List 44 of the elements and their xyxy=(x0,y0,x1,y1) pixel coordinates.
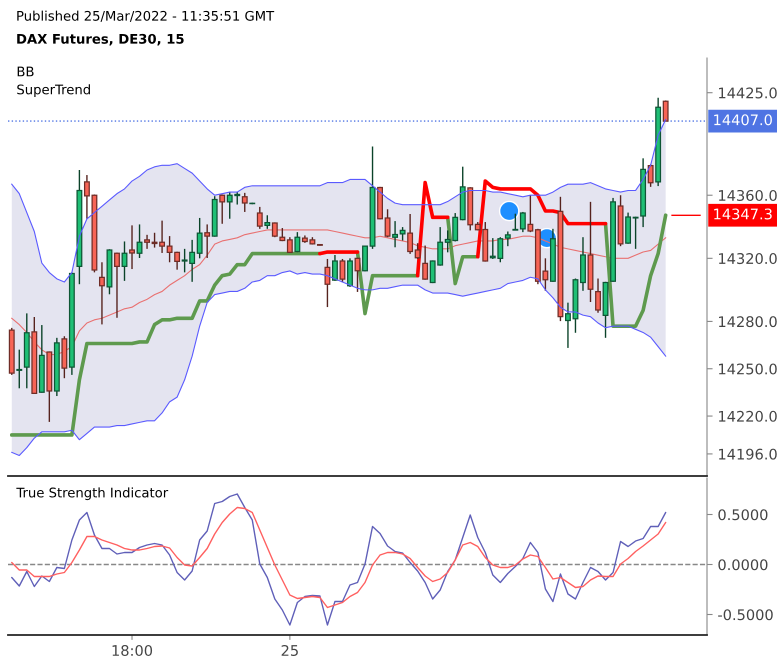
x-tick-label: 25 xyxy=(282,644,298,656)
candlestick xyxy=(452,212,458,242)
annotation: BB xyxy=(18,66,34,76)
candlestick xyxy=(324,258,330,308)
candlestick xyxy=(16,348,22,389)
candlestick xyxy=(595,278,601,314)
candlestick xyxy=(129,224,135,270)
candlestick xyxy=(226,191,233,220)
candlestick xyxy=(204,224,210,259)
annotation: SuperTrend xyxy=(17,84,90,97)
candlestick xyxy=(422,244,428,280)
candlestick xyxy=(234,191,240,206)
line-series xyxy=(11,118,666,283)
candlestick xyxy=(98,262,105,326)
candlestick xyxy=(136,224,142,259)
y-tick-label: 14360.0 xyxy=(719,190,777,201)
candlestick xyxy=(122,240,128,282)
candlestick xyxy=(256,206,263,230)
y-tick-label: -0.5000 xyxy=(718,609,773,620)
chart-title: DAX Futures, DE30, 15 xyxy=(17,34,184,46)
candlestick xyxy=(242,192,248,213)
candlestick xyxy=(272,222,278,238)
candlestick xyxy=(340,258,346,284)
x-tick-label: 18:00 xyxy=(112,644,152,656)
y-tick-label: 14320.0 xyxy=(719,253,777,264)
y-tick-label: 14250.0 xyxy=(719,363,777,374)
y-tick-label: 0.0000 xyxy=(718,559,768,570)
ref-line-label: 14407.0 xyxy=(714,114,772,126)
chart-subtitle: Published 25/Mar/2022 - 11:35:51 GMT xyxy=(17,10,274,22)
candlestick xyxy=(114,252,120,318)
y-tick-label: 14280.0 xyxy=(719,316,777,328)
candlestick xyxy=(332,254,338,282)
candlestick xyxy=(294,231,300,253)
y-tick-label: 14425.0 xyxy=(719,87,777,98)
candlestick xyxy=(264,214,270,230)
y-tick-label: 0.5000 xyxy=(718,509,768,520)
candlestick xyxy=(219,194,226,224)
candlestick xyxy=(354,257,360,293)
ref-line-label: 14347.3 xyxy=(714,208,772,220)
line-series xyxy=(11,506,666,608)
candlestick xyxy=(490,237,496,260)
y-tick-label: 14220.0 xyxy=(719,410,777,422)
y-tick-label: 14196.0 xyxy=(719,448,777,460)
text: True Strength Indicator xyxy=(16,487,168,500)
